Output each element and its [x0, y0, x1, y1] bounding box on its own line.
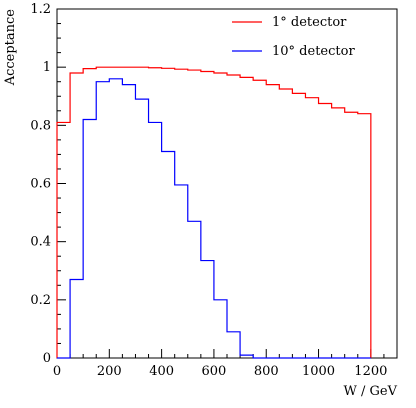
y-tick-label: 1	[43, 60, 51, 75]
y-axis-label: Acceptance	[3, 9, 18, 87]
y-tick-label: 1.2	[30, 2, 51, 17]
y-tick-label: 0	[43, 351, 51, 366]
x-tick-label: 1200	[354, 364, 387, 379]
x-tick-label: 400	[149, 364, 174, 379]
x-tick-label: 200	[97, 364, 122, 379]
x-axis-label: W / GeV	[344, 384, 398, 399]
series-layer	[56, 66, 372, 359]
x-tick-label: 600	[202, 364, 227, 379]
y-tick-label: 0.4	[30, 235, 51, 250]
legend-label: 10° detector	[272, 44, 355, 59]
ticks-layer: 0 200 400 600 800 1000 1200 0 0.2 0.4 0.6 0.8 1 1.2	[30, 2, 398, 379]
y-tick-label: 0.6	[30, 177, 51, 192]
x-tick-label: 800	[254, 364, 279, 379]
legend-label: 1° detector	[272, 15, 347, 30]
y-tick-label: 0.8	[30, 118, 51, 133]
y-tick-label: 0.2	[30, 293, 51, 308]
legend: 1° detector 10° detector	[232, 15, 355, 59]
x-tick-label: 1000	[302, 364, 335, 379]
series-2-line	[57, 78, 371, 359]
series-1-line	[56, 66, 372, 358]
x-tick-label: 0	[53, 364, 61, 379]
